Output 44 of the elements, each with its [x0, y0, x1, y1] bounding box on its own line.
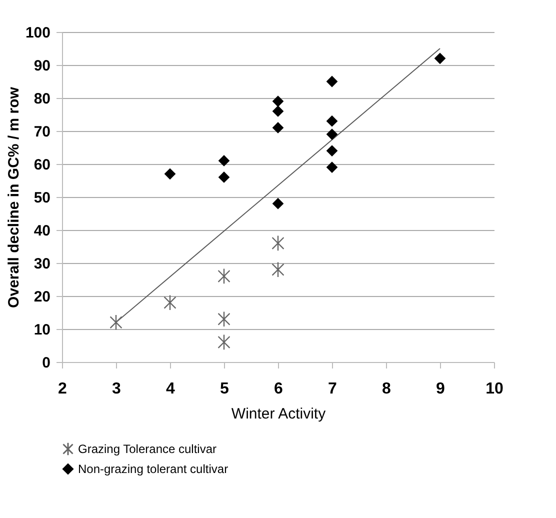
y-tick-label: 50	[34, 190, 50, 206]
x-tick-label: 6	[274, 380, 284, 398]
point	[272, 262, 284, 278]
point	[110, 314, 122, 330]
y-tick-label: 100	[25, 24, 50, 42]
legend-label: Non-grazing tolerant cultivar	[78, 462, 228, 476]
x-tick-label: 7	[328, 380, 338, 398]
point	[326, 128, 338, 140]
x-tick-label: 2	[58, 380, 68, 398]
point	[272, 96, 284, 107]
point	[326, 115, 338, 127]
x-tick-label: 8	[382, 380, 392, 398]
point	[272, 235, 284, 252]
x-axis-title: Winter Activity	[231, 406, 326, 422]
y-tick-label: 40	[34, 222, 50, 240]
x-tick-label: 10	[486, 380, 504, 398]
y-tick-label: 70	[34, 124, 50, 140]
y-tick-label: 10	[34, 322, 50, 338]
point	[218, 155, 230, 166]
x-tick-label: 3	[112, 380, 122, 398]
y-tick-label: 20	[34, 288, 50, 306]
point	[272, 106, 284, 117]
y-tick-label: 90	[34, 58, 50, 74]
point	[326, 76, 338, 88]
y-tick-label: 0	[42, 354, 50, 372]
x-tick-label: 5	[220, 380, 230, 398]
y-tick-label: 60	[34, 156, 50, 174]
point	[272, 122, 284, 134]
point	[326, 162, 338, 173]
y-tick-label: 30	[34, 256, 50, 272]
legend-label: Grazing Tolerance cultivar	[78, 442, 217, 456]
point	[218, 172, 230, 183]
point	[164, 294, 176, 311]
point	[434, 52, 446, 64]
x-tick-label: 9	[436, 380, 446, 398]
point	[272, 198, 284, 210]
point	[326, 145, 338, 156]
x-tick-label: 4	[166, 380, 176, 398]
point	[164, 168, 176, 180]
y-tick-label: 80	[34, 90, 50, 108]
point	[218, 268, 230, 284]
point	[218, 334, 230, 350]
y-axis-title: Overall decline in GC% / m row	[5, 86, 22, 308]
point	[218, 311, 230, 328]
